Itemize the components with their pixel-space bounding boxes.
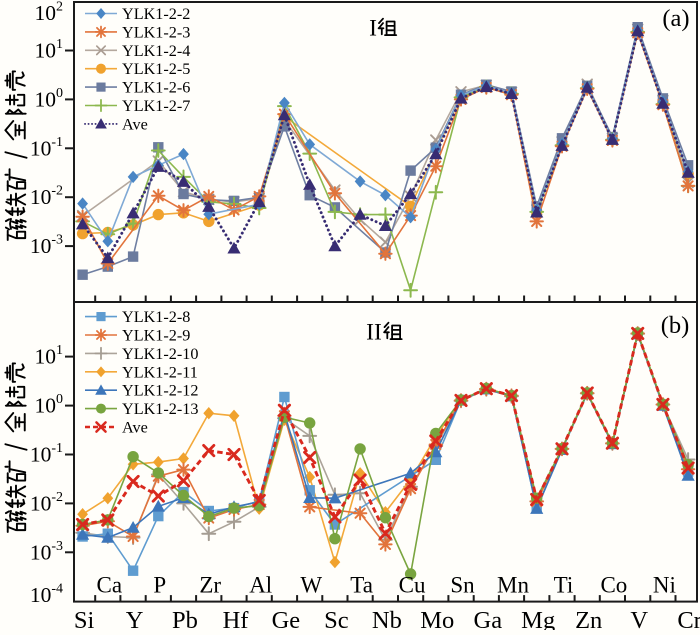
svg-text:YLK1-2-9: YLK1-2-9 [122,327,190,345]
svg-text:Ta: Ta [350,572,373,597]
svg-text:Ave: Ave [122,419,148,437]
svg-text:P: P [153,572,166,597]
svg-text:Zn: Zn [575,607,602,630]
svg-text:10-4: 10-4 [30,582,63,608]
svg-text:YLK1-2-11: YLK1-2-11 [122,363,198,381]
svg-text:Mn: Mn [497,572,529,597]
svg-text:Ge: Ge [272,607,301,630]
svg-text:Sn: Sn [450,572,475,597]
svg-text:Ave: Ave [122,115,148,133]
svg-text:YLK1-2-4: YLK1-2-4 [122,42,190,60]
svg-text:YLK1-2-5: YLK1-2-5 [122,60,190,78]
svg-text:W: W [300,572,322,597]
svg-text:Cr: Cr [677,607,700,630]
svg-text:(b): (b) [661,312,690,339]
svg-text:Y: Y [126,607,144,630]
svg-text:I: I [369,16,377,42]
svg-text:Si: Si [74,607,95,630]
svg-text:Al: Al [249,572,272,597]
svg-text:Nb: Nb [372,607,402,630]
svg-text:Ni: Ni [653,572,676,597]
svg-text:YLK1-2-12: YLK1-2-12 [122,382,198,400]
svg-text:Ca: Ca [97,572,123,597]
svg-text:Hf: Hf [223,607,250,630]
svg-text:YLK1-2-7: YLK1-2-7 [122,97,190,115]
svg-text:Mg: Mg [521,607,555,630]
svg-text:10-1: 10-1 [30,441,63,467]
svg-text:Cu: Cu [399,572,426,597]
svg-text:Mo: Mo [420,607,454,630]
svg-text:Sc: Sc [324,607,349,630]
svg-text:(a): (a) [662,5,689,32]
svg-text:YLK1-2-6: YLK1-2-6 [122,79,190,97]
svg-text:Ga: Ga [474,607,503,630]
svg-text:Ti: Ti [554,572,574,597]
svg-text:Zr: Zr [199,572,221,597]
svg-text:Pb: Pb [172,607,198,630]
svg-text:II: II [366,320,382,346]
svg-text:V: V [630,607,648,630]
svg-text:Co: Co [600,572,627,597]
svg-text:YLK1-2-8: YLK1-2-8 [122,308,190,326]
svg-text:YLK1-2-10: YLK1-2-10 [122,345,198,363]
svg-text:YLK1-2-13: YLK1-2-13 [122,400,198,418]
svg-text:YLK1-2-3: YLK1-2-3 [122,23,190,41]
svg-text:YLK1-2-2: YLK1-2-2 [122,5,190,23]
